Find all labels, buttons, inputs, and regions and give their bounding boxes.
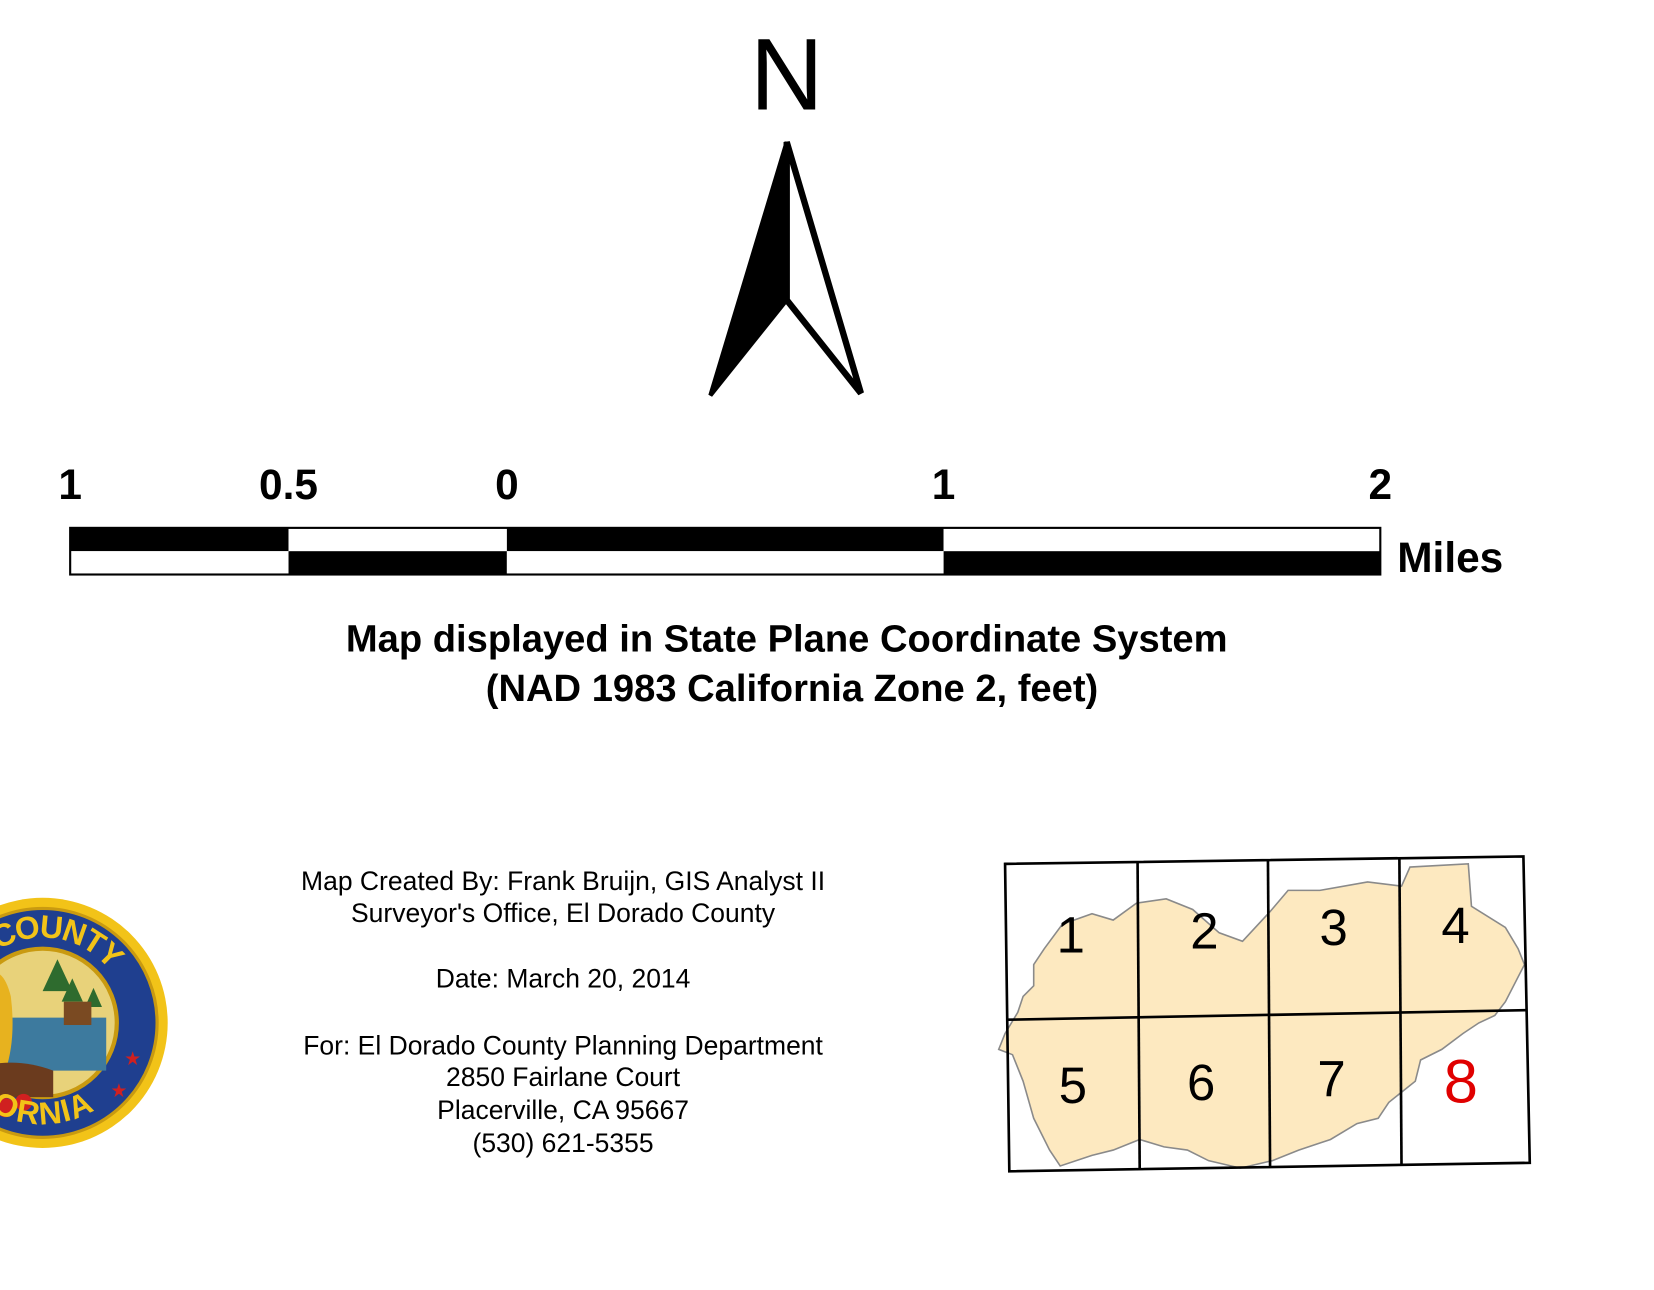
scale-frame <box>69 526 1382 576</box>
scale-units: Miles <box>1397 534 1503 581</box>
scale-segment <box>506 551 944 575</box>
svg-text:★: ★ <box>124 1049 141 1070</box>
index-map: 1 2 3 4 5 6 7 8 <box>997 855 1532 1173</box>
credit-line: Date: March 20, 2014 <box>436 963 691 993</box>
index-cell-label: 3 <box>1320 899 1348 956</box>
credit-line: For: El Dorado County Planning Departmen… <box>303 1030 823 1060</box>
credit-line: Map Created By: Frank Bruijn, GIS Analys… <box>301 866 825 896</box>
svg-text:★: ★ <box>110 1081 127 1102</box>
scale-label: 2 <box>1369 461 1393 508</box>
scale-segment <box>288 551 507 575</box>
index-cell-label: 1 <box>1057 907 1085 964</box>
county-seal: ★ ★ O COUNTY ORNIA <box>0 897 168 1148</box>
scale-bar: 1 0.5 0 1 2 <box>58 461 1393 576</box>
credit-line: Placerville, CA 95667 <box>437 1095 689 1125</box>
scale-segment <box>70 551 289 575</box>
credit-line: 2850 Fairlane Court <box>446 1062 681 1092</box>
index-cell-label: 4 <box>1441 897 1469 954</box>
scale-segment <box>70 527 289 552</box>
scale-label: 1 <box>58 461 82 508</box>
scale-label: 1 <box>932 461 956 508</box>
index-cell-label: 6 <box>1187 1054 1215 1111</box>
scale-label: 0.5 <box>259 461 318 508</box>
index-cell-label: 2 <box>1190 902 1218 959</box>
projection-line: Map displayed in State Plane Coordinate … <box>346 617 1228 660</box>
credits: Map Created By: Frank Bruijn, GIS Analys… <box>301 866 825 1158</box>
credit-line: Surveyor's Office, El Dorado County <box>351 898 776 928</box>
credit-line: (530) 621-5355 <box>473 1128 654 1158</box>
scale-segment <box>506 527 944 552</box>
index-cell-label: 8 <box>1444 1048 1478 1117</box>
projection-line: (NAD 1983 California Zone 2, feet) <box>486 667 1099 710</box>
scale-label: 0 <box>495 461 519 508</box>
north-arrow <box>708 141 864 397</box>
scale-segment <box>943 527 1381 552</box>
scale-segment <box>943 551 1381 575</box>
north-label: N <box>750 18 823 132</box>
index-cell-label: 5 <box>1059 1057 1087 1114</box>
index-cell-label: 7 <box>1317 1051 1345 1108</box>
scale-segment <box>288 527 507 552</box>
